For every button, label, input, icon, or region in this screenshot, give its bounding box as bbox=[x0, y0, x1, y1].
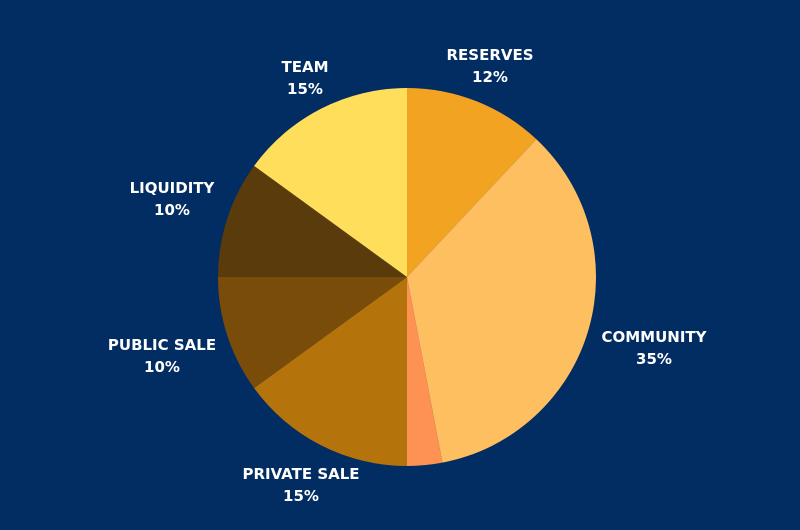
slice-label-liquidity: LIQUIDITY bbox=[130, 179, 216, 197]
slice-label-private-sale: PRIVATE SALE bbox=[242, 465, 359, 483]
pie-slice-public-sale bbox=[218, 277, 407, 389]
pie-slice-liquidity bbox=[218, 165, 407, 277]
pie-slice-team bbox=[254, 88, 407, 277]
pie-slice-reserves bbox=[407, 88, 537, 277]
pie-slice-community bbox=[407, 139, 597, 463]
labels-layer: RESERVES 12% COMMUNITY 35% PRIVATE SALE 15% PU… bbox=[108, 46, 708, 505]
slice-label-community: COMMUNITY bbox=[601, 328, 707, 346]
slice-label-public-sale: PUBLIC SALE bbox=[108, 336, 216, 354]
slice-value-community: 35% bbox=[636, 350, 672, 368]
slice-value-team: 15% bbox=[287, 80, 323, 98]
slice-value-private-sale: 15% bbox=[283, 487, 319, 505]
slice-label-reserves: RESERVES bbox=[446, 46, 533, 64]
slice-value-public-sale: 10% bbox=[144, 358, 180, 376]
slices-layer bbox=[218, 88, 597, 466]
pie-slice-private-sale bbox=[254, 277, 407, 466]
pie-slice-unlabeled bbox=[407, 277, 443, 466]
slice-label-team: TEAM bbox=[281, 58, 328, 76]
slice-value-reserves: 12% bbox=[472, 68, 508, 86]
slice-value-liquidity: 10% bbox=[154, 201, 190, 219]
